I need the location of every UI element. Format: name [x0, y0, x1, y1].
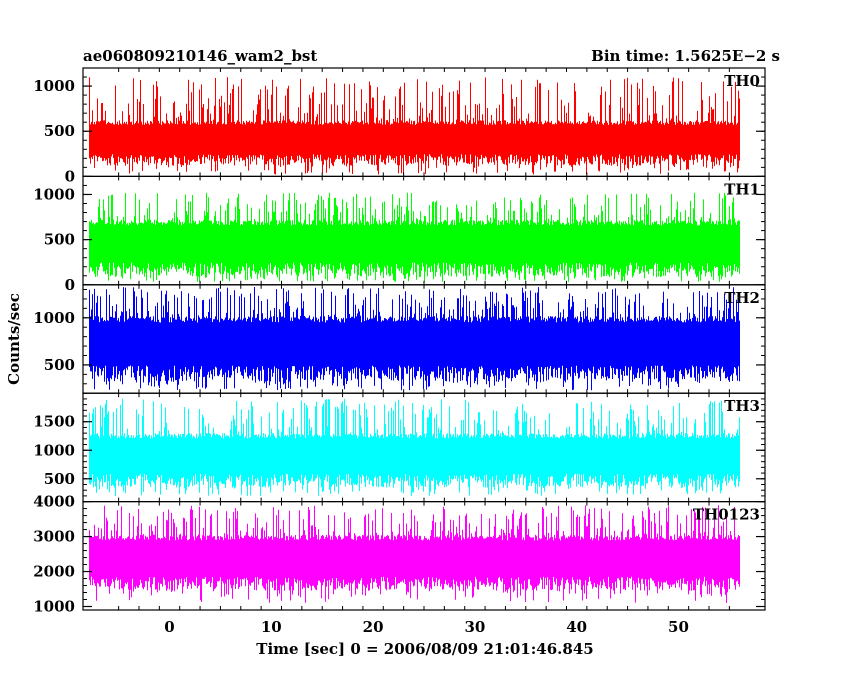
y-tick-label: 1000: [33, 77, 75, 95]
y-tick-label: 4000: [33, 493, 75, 511]
y-tick-label: 0: [65, 276, 75, 294]
panel-th2: 500 1000 TH2: [33, 284, 766, 394]
y-tick-label: 3000: [33, 528, 75, 546]
y-tick-label: 1500: [33, 413, 75, 431]
y-tick-label: 1000: [33, 309, 75, 327]
panel-label-th0123: TH0123: [693, 506, 760, 524]
panel-label-th2: TH2: [724, 289, 760, 307]
panel-label-th0: TH0: [724, 72, 760, 90]
x-axis-label: Time [sec] 0 = 2006/08/09 21:01:46.845: [256, 640, 593, 658]
y-tick-label: 500: [44, 231, 75, 249]
y-tick-label: 2000: [33, 563, 75, 581]
panel-th3: 500 1000 1500 TH3: [33, 392, 766, 503]
x-tick-label: 30: [464, 618, 485, 636]
y-tick-label: 1000: [33, 185, 75, 203]
y-tick-label: 1000: [33, 441, 75, 459]
y-axis-label: Counts/sec: [5, 293, 23, 385]
y-tick-label: 500: [44, 470, 75, 488]
x-axis: 0 10 20 30 40 50: [164, 618, 689, 636]
y-tick-label: 1000: [33, 598, 75, 616]
bin-time-label: Bin time: 1.5625E−2 s: [591, 47, 780, 65]
panel-label-th1: TH1: [724, 180, 760, 198]
y-tick-label: 500: [44, 356, 75, 374]
panel-th0123: 1000 2000 3000 4000 TH0123: [33, 493, 766, 616]
x-tick-label: 0: [164, 618, 174, 636]
series-th1-line: [89, 192, 740, 282]
series-th2-line: [89, 287, 740, 391]
panel-th0: 0 500 1000 TH0: [33, 67, 766, 185]
x-tick-label: 10: [261, 618, 282, 636]
y-tick-label: 500: [44, 122, 75, 140]
series-th0-line: [89, 77, 740, 175]
panel-th1: 0 500 1000 TH1: [33, 175, 766, 294]
series-th0123-line: [89, 505, 740, 603]
series-th3-line: [89, 398, 740, 496]
x-tick-label: 20: [363, 618, 384, 636]
chart-title: ae060809210146_wam2_bst: [83, 47, 317, 65]
panel-label-th3: TH3: [724, 397, 760, 415]
y-tick-label: 0: [65, 167, 75, 185]
x-tick-label: 40: [566, 618, 587, 636]
x-tick-label: 50: [668, 618, 689, 636]
